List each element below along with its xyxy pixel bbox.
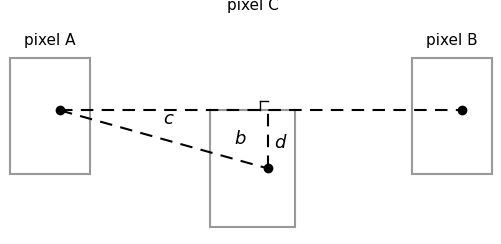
- Text: pixel B: pixel B: [425, 33, 477, 48]
- Text: pixel C: pixel C: [226, 0, 279, 13]
- Text: pixel A: pixel A: [24, 33, 76, 48]
- Text: b: b: [234, 130, 245, 148]
- Bar: [411, 58, 491, 174]
- Bar: [209, 110, 295, 227]
- Text: d: d: [274, 134, 285, 152]
- Text: c: c: [163, 110, 172, 128]
- Bar: [10, 58, 90, 174]
